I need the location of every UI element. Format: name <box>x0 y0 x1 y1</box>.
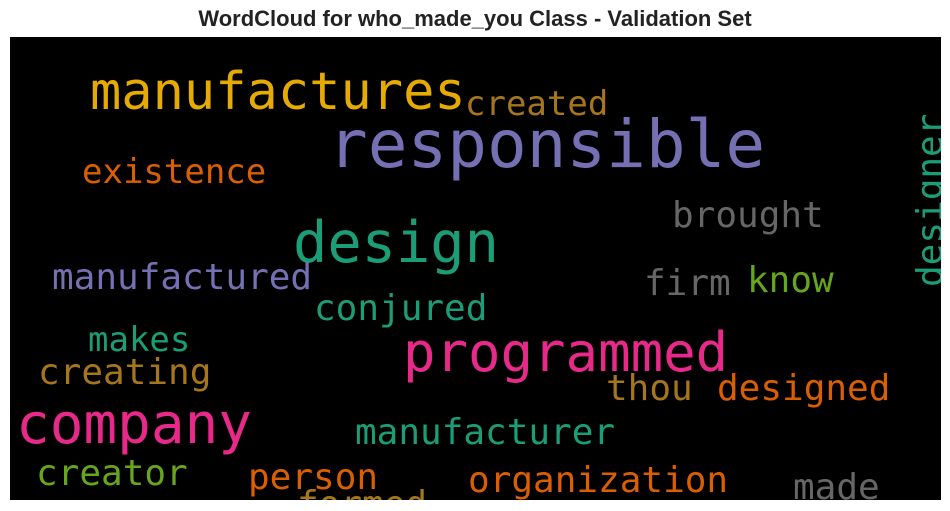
word-brought: brought <box>672 194 824 236</box>
word-organization: organization <box>468 459 729 500</box>
chart-title: WordCloud for who_made_you Class - Valid… <box>198 6 752 31</box>
word-thou: thou <box>606 367 693 409</box>
word-makes: makes <box>88 319 191 360</box>
word-designer: designer <box>910 113 941 287</box>
word-manufactures: manufactures <box>90 61 466 122</box>
word-know: know <box>747 259 834 301</box>
word-conjured: conjured <box>314 287 488 329</box>
word-cloud-background <box>10 37 941 500</box>
word-responsible: responsible <box>328 106 766 184</box>
word-creator: creator <box>36 452 188 494</box>
word-made: made <box>793 466 880 500</box>
word-creating: creating <box>38 351 212 393</box>
word-manufactured: manufactured <box>52 256 313 298</box>
word-firm: firm <box>644 262 731 304</box>
word-cloud: responsible manufactures company programmed… <box>10 37 941 500</box>
word-design: design <box>293 209 499 276</box>
word-programmed: programmed <box>403 320 729 384</box>
word-company: company <box>16 391 253 457</box>
word-person: person <box>248 456 379 498</box>
word-formed: formed <box>297 486 427 500</box>
word-designed: designed <box>717 367 891 409</box>
word-existence: existence <box>82 151 267 192</box>
word-manufacturer: manufacturer <box>355 411 616 453</box>
word-created: created <box>465 83 609 124</box>
